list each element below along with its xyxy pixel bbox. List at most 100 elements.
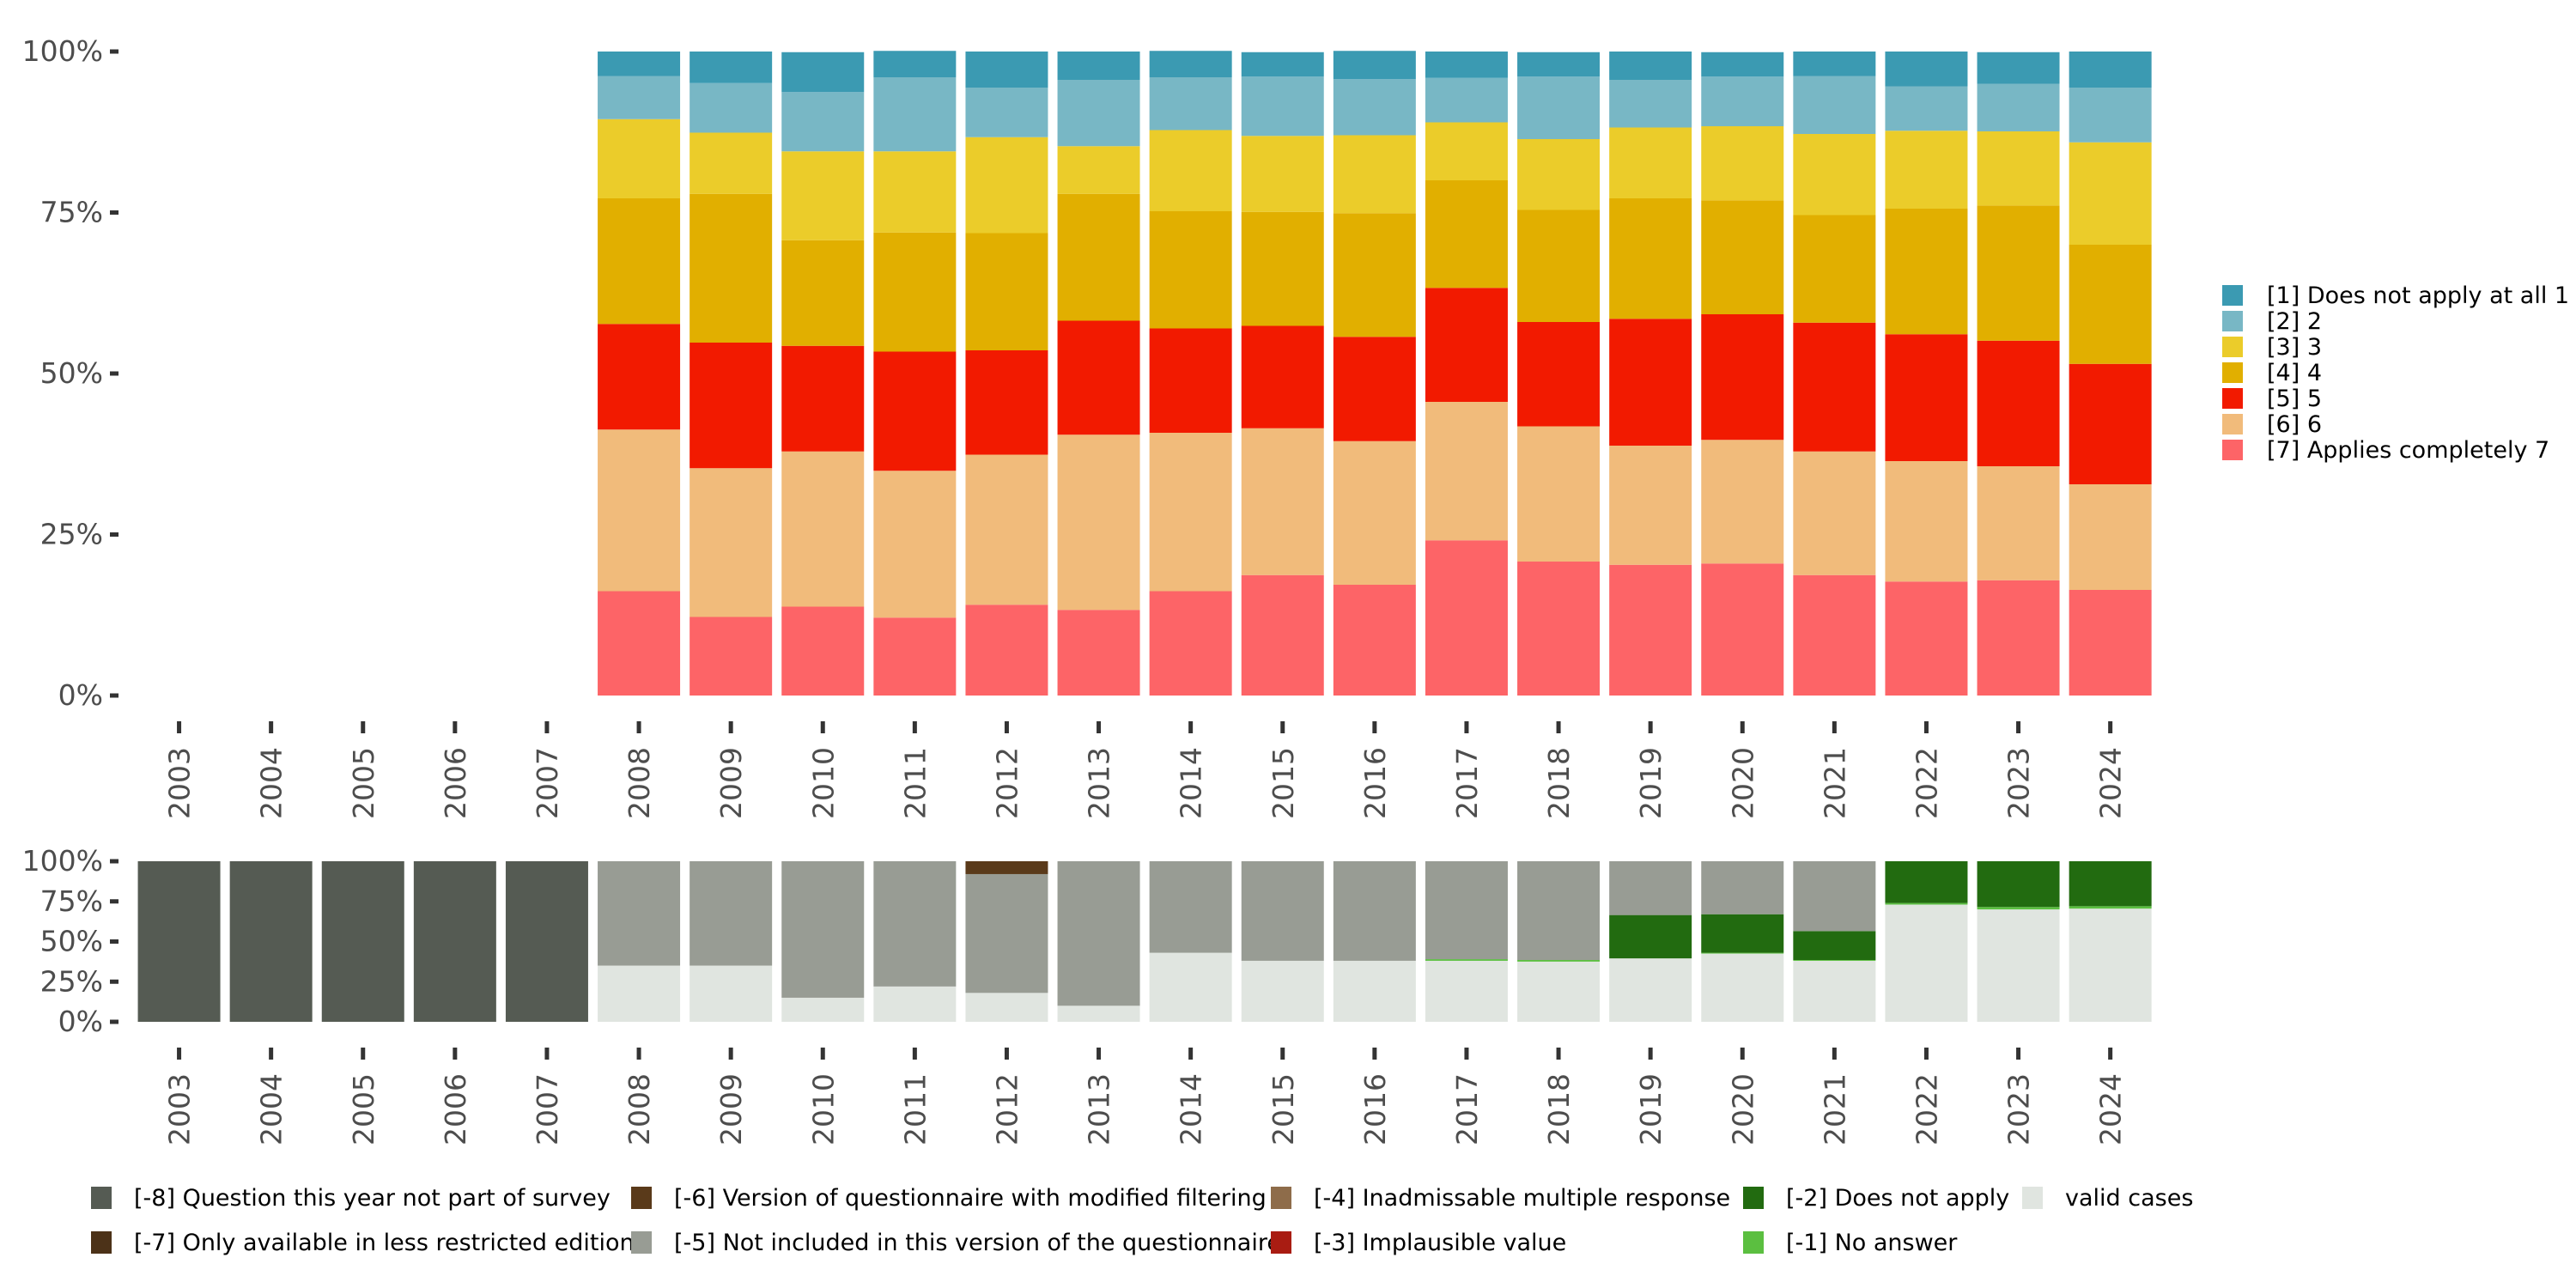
y-tick-label: 50% — [40, 925, 103, 958]
top-chart-panel: 0% 25% 50% 75% 100% 2003 2004 2005 2006 2007 2008 2… — [22, 34, 2152, 819]
x-tick-label: 2005 — [347, 747, 380, 819]
legend-swatch — [2222, 285, 2243, 306]
bar-segment — [2069, 142, 2152, 245]
bar-segment — [1701, 440, 1784, 564]
bar-segment — [1609, 861, 1692, 915]
bar-segment — [1517, 210, 1601, 322]
y-tick-label: 75% — [40, 884, 103, 918]
x-tick — [1832, 721, 1837, 733]
bar-segment — [1517, 960, 1601, 962]
x-tick-label: 2020 — [1726, 747, 1759, 819]
bar-segment — [1977, 340, 2060, 466]
x-tick-label: 2019 — [1634, 1073, 1668, 1145]
bar-segment — [598, 965, 681, 1022]
bar-segment — [1333, 337, 1416, 441]
bar-segment — [873, 77, 957, 152]
bar-segment — [1425, 52, 1508, 78]
x-tick — [269, 1048, 274, 1060]
bar-segment — [781, 997, 865, 1022]
bar-segment — [1885, 861, 1968, 903]
x-tick-label: 2007 — [531, 747, 564, 819]
bar-segment — [1425, 180, 1508, 289]
bar-segment — [1885, 902, 1968, 905]
bar-segment — [1517, 52, 1601, 77]
bar-segment — [873, 986, 957, 1022]
bar-segment — [1057, 320, 1140, 435]
bar-segment — [1241, 52, 1324, 77]
bar-segment — [1793, 451, 1876, 575]
x-tick-label: 2023 — [2002, 1073, 2036, 1145]
bar-segment — [690, 82, 773, 133]
y-tick — [110, 532, 118, 537]
x-tick-label: 2012 — [990, 1073, 1024, 1145]
bar-segment — [1609, 446, 1692, 565]
bar-segment — [1517, 562, 1601, 696]
bar-segment — [1885, 334, 1968, 461]
x-tick — [1923, 721, 1929, 733]
legend-swatch — [2222, 337, 2243, 357]
bar-segment — [1701, 563, 1784, 696]
legend-label: [-8] Question this year not part of surv… — [134, 1185, 611, 1212]
y-tick — [110, 939, 118, 944]
bar-segment — [965, 873, 1048, 993]
bar-segment — [2069, 861, 2152, 907]
legend-swatch — [2222, 440, 2243, 460]
bar-segment — [1333, 440, 1416, 585]
x-tick-label: 2010 — [806, 1073, 840, 1145]
x-tick — [912, 721, 917, 733]
bar-segment — [1701, 52, 1784, 77]
bar-segment — [1517, 139, 1601, 210]
x-tick — [2108, 721, 2113, 733]
bar-segment — [1241, 861, 1324, 961]
bottom-chart-panel: 0% 25% 50% 75% 100% 2003 2004 2005 2006 2007 2008 2… — [22, 844, 2152, 1145]
bar-segment — [1701, 952, 1784, 954]
x-tick-label: 2021 — [1818, 1073, 1851, 1145]
bar-segment — [1425, 861, 1508, 960]
x-tick — [544, 1048, 550, 1060]
x-tick — [1188, 1048, 1194, 1060]
bar-segment — [598, 324, 681, 430]
bar-segment — [781, 345, 865, 452]
bar-segment — [1425, 77, 1508, 123]
x-tick — [1556, 721, 1561, 733]
bar-segment — [1149, 130, 1232, 211]
bar-segment — [965, 350, 1048, 455]
bar-segment — [965, 993, 1048, 1022]
bar-segment — [690, 193, 773, 343]
bar-segment — [965, 861, 1048, 874]
bar-segment — [1517, 322, 1601, 427]
bar-segment — [1149, 433, 1232, 592]
legend-label: valid cases — [2065, 1185, 2193, 1212]
y-tick-label: 100% — [22, 844, 103, 878]
bar-segment — [598, 591, 681, 696]
bar-segment — [1425, 960, 1508, 1022]
x-tick — [1280, 721, 1285, 733]
bar-segment — [965, 454, 1048, 605]
bar-segment — [873, 861, 957, 987]
y-tick-label: 100% — [22, 34, 103, 68]
bar-segment — [1701, 314, 1784, 440]
y-tick-label: 75% — [40, 196, 103, 229]
bar-segment — [1517, 426, 1601, 562]
x-tick — [269, 721, 274, 733]
bar-segment — [1057, 80, 1140, 147]
x-tick-label: 2015 — [1267, 1073, 1300, 1145]
x-tick — [1923, 1048, 1929, 1060]
legend-label: [-7] Only available in less restricted e… — [134, 1230, 635, 1256]
bar-segment — [873, 351, 957, 471]
x-tick — [1464, 1048, 1469, 1060]
bar-segment — [1885, 86, 1968, 131]
bar-segment — [1701, 914, 1784, 953]
bar-segment — [690, 617, 773, 696]
bar-segment — [1609, 319, 1692, 446]
bar-segment — [873, 617, 957, 696]
y-tick — [110, 210, 118, 215]
bar-segment — [873, 151, 957, 233]
bar-segment — [690, 52, 773, 83]
legend-label: [-1] No answer — [1786, 1230, 1958, 1256]
x-tick-label: 2020 — [1726, 1073, 1759, 1145]
y-tick-label: 25% — [40, 964, 103, 998]
bar-segment — [1977, 907, 2060, 910]
bar-segment — [598, 76, 681, 119]
x-tick-label: 2003 — [163, 1073, 197, 1145]
